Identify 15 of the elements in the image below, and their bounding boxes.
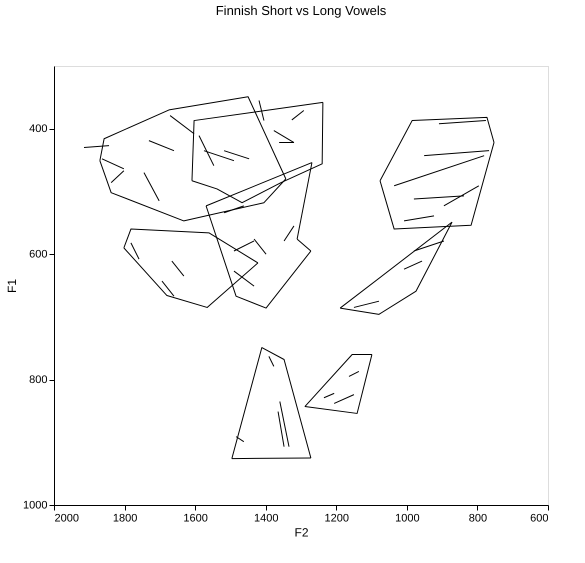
x-tick-label: 600 — [530, 512, 548, 524]
x-axis-title: F2 — [294, 526, 309, 540]
x-tick-label: 1800 — [112, 512, 138, 524]
y-axis-title: F1 — [5, 278, 20, 294]
y-tick-label: 400 — [29, 123, 48, 136]
y-tick-label: 1000 — [23, 500, 48, 512]
x-tick-label: 1600 — [183, 512, 208, 524]
x-tick-label: 1400 — [254, 512, 278, 524]
y-tick-label: 600 — [29, 248, 48, 261]
x-tick-label: 1000 — [395, 512, 420, 524]
x-tick-label: 800 — [468, 512, 488, 524]
x-tick-label: 1200 — [324, 512, 350, 524]
y-tick-label: 800 — [29, 374, 48, 386]
chart-title: Finnish Short vs Long Vowels — [216, 3, 387, 18]
x-tick-label: 2000 — [54, 512, 79, 524]
